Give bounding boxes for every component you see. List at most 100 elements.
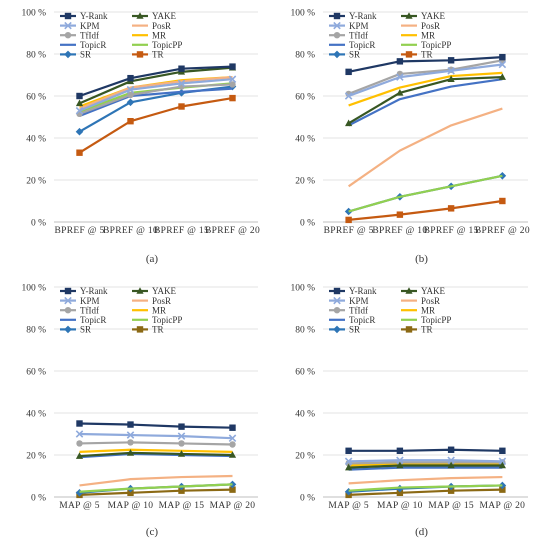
legend-marker [333,307,341,314]
data-point [499,53,506,61]
legend-marker [64,12,72,20]
data-point [177,432,186,440]
data-point [75,99,84,107]
chart-caption: (d) [415,526,428,538]
series-sr [344,172,507,216]
legend-entry: PosR [401,296,440,306]
legend-marker [333,296,341,305]
legend-marker [405,287,413,294]
legend-label: SR [349,50,360,60]
legend-label: Y-Rank [80,11,108,21]
x-tick-label: BPREF @ 10 [103,226,158,236]
x-tick-label: MAP @ 20 [210,501,256,511]
series-line [348,63,503,98]
legend-label: TopicR [349,315,375,325]
series-posr [347,107,503,188]
legend-entry: TopicPP [132,315,182,325]
series-kpm [344,60,507,100]
x-tick-label: MAP @ 20 [480,501,526,511]
data-point [126,85,135,94]
y-tick-label: 40 % [295,135,315,145]
y-tick-label: 0 % [300,494,315,504]
x-tick-label: MAP @ 15 [428,501,474,511]
y-tick-label: 100 % [290,284,315,294]
data-point [396,489,404,496]
legend: Y-Rank YAKE KPM PosR TfIdf MR TopicR TopicPP SR T… [60,286,182,335]
data-point [229,94,236,102]
x-tick-label: MAP @ 10 [377,501,423,511]
legend-label: TfIdf [80,30,99,40]
legend-entry: TopicR [329,40,375,50]
legend-entry: TopicPP [401,315,451,325]
y-tick-label: 100 % [21,284,46,294]
series-line [348,484,503,492]
legend-entry: YAKE [401,286,446,296]
legend-marker [136,326,144,333]
series-line [79,87,233,117]
series-topicpp [79,483,233,493]
data-point [344,92,353,100]
x-tick-label: BPREF @ 15 [424,226,479,236]
series-line [348,459,503,463]
data-point [345,68,352,76]
series-topicr [348,78,503,127]
data-point [447,57,455,64]
y-tick-label: 100 % [21,9,46,19]
legend-label: SR [80,325,91,335]
legend-entry: TR [132,50,164,60]
legend-marker [64,287,72,295]
series-posr [79,76,233,110]
data-point [498,457,507,466]
x-tick-label: BPREF @ 15 [154,226,209,236]
series-topicr [348,466,503,471]
series-line [348,466,503,471]
legend-label: YAKE [152,11,177,21]
series-line [79,78,233,112]
x-tick-label: MAP @ 15 [159,501,205,511]
legend-marker [64,32,72,39]
series-line [348,448,503,452]
data-point [447,487,455,494]
data-point [127,118,134,125]
legend-marker [405,12,413,19]
legend-entry: KPM [60,21,100,31]
data-point [228,75,237,83]
legend-label: TfIdf [349,30,368,40]
data-point [178,487,185,494]
legend-label: PosR [152,296,171,306]
series-line [79,432,233,440]
y-tick-label: 40 % [295,410,315,420]
legend-marker [64,307,72,314]
data-point [178,65,185,72]
series-line [79,488,233,496]
data-point [499,486,506,493]
series-line [79,76,233,110]
legend-entry: PosR [132,296,171,306]
legend-marker [333,32,341,39]
legend-marker [64,21,72,30]
data-point [76,92,83,100]
data-point [126,449,135,456]
legend-entry: TopicR [60,315,106,325]
legend-label: TR [421,325,433,335]
legend-entry: MR [401,305,435,315]
legend-label: YAKE [152,286,177,296]
data-point [396,461,404,469]
legend-label: KPM [80,21,100,31]
legend-entry: TR [401,50,433,60]
series-kpm [75,75,237,115]
x-tick-label: BPREF @ 10 [372,226,427,236]
legend-label: TopicPP [421,40,451,50]
data-point [76,440,83,447]
series-line [79,83,233,115]
y-tick-label: 60 % [26,93,46,103]
legend-label: PosR [152,21,171,31]
legend-marker [64,296,72,305]
data-point [127,74,134,82]
series-posr [348,475,503,485]
data-point [396,447,404,454]
legend-entry: PosR [401,21,440,31]
series-line [79,474,233,487]
legend-entry: MR [132,30,166,40]
